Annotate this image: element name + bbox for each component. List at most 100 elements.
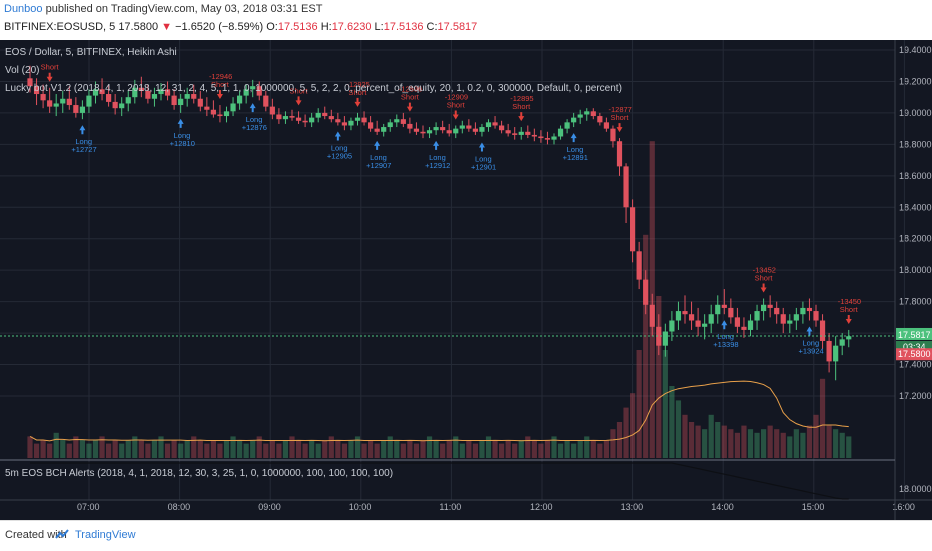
candle-body: [204, 106, 210, 110]
volume-bar: [623, 407, 629, 458]
candle-body: [813, 311, 819, 321]
volume-bar: [551, 436, 557, 458]
x-tick-label: 16:00: [892, 502, 915, 512]
candle-body: [780, 314, 786, 324]
candle-body: [459, 125, 465, 129]
candle-body: [564, 122, 570, 129]
candle-body: [636, 251, 642, 280]
volume-bar: [119, 443, 125, 458]
short-signal-label: Short: [840, 305, 859, 314]
candle-body: [125, 97, 131, 104]
candle-body: [819, 320, 826, 341]
long-arrow-icon: [570, 133, 577, 143]
volume-bar: [682, 414, 688, 458]
volume-bar: [813, 414, 819, 458]
chart-header: Dunboo published on TradingView.com, May…: [0, 0, 932, 40]
volume-bar: [145, 443, 151, 458]
volume-bar: [826, 425, 832, 458]
candle-body: [407, 123, 413, 129]
volume-bar: [230, 436, 236, 458]
tradingview-brand[interactable]: TradingView: [75, 529, 136, 541]
candle-body: [230, 103, 236, 112]
volume-bar: [171, 440, 177, 458]
candle-body: [171, 95, 177, 106]
candle-body: [603, 122, 609, 129]
volume-bar: [282, 440, 289, 458]
candle-body: [282, 116, 289, 120]
volume-bar: [407, 440, 413, 458]
volume-bar: [217, 443, 223, 458]
ohlc-open: 17.5136: [277, 21, 318, 33]
candle-body: [263, 95, 269, 107]
price-change: −1.6520 (−8.59%): [175, 21, 264, 33]
volume-bar: [354, 436, 361, 458]
volume-bar: [276, 443, 282, 458]
candle-body: [826, 340, 832, 362]
volume-bar: [86, 443, 92, 458]
candle-body: [512, 133, 518, 135]
long-signal-pnl: +12907: [366, 161, 391, 170]
short-signal-pnl: -12946: [209, 72, 232, 81]
candle-body: [800, 307, 806, 315]
volume-bar: [295, 440, 302, 458]
volume-bar: [302, 443, 308, 458]
short-arrow-icon: [295, 96, 302, 106]
ohlc-open-label: O:: [266, 21, 278, 33]
candle-body: [158, 89, 164, 95]
volume-bar: [223, 440, 230, 458]
ohlc-high: 17.6230: [331, 21, 372, 33]
long-signal-label: Long: [331, 143, 348, 152]
volume-bar: [472, 443, 478, 458]
volume-bar: [164, 443, 171, 458]
long-signal-label: Long: [475, 155, 492, 164]
candle-body: [197, 98, 203, 107]
short-signal-label: Short: [41, 63, 60, 72]
long-signal-pnl: +12876: [242, 123, 267, 132]
short-signal-label: Short: [611, 113, 630, 122]
candle-body: [53, 103, 59, 107]
candle-body: [649, 304, 655, 327]
volume-bar: [538, 443, 544, 458]
volume-bar: [263, 443, 269, 458]
price-chart[interactable]: 19.4000 19.2000 19.0000 18.8000 18.6000 18.40…: [0, 40, 932, 520]
candle-body: [525, 131, 531, 135]
volume-bar: [269, 440, 275, 458]
volume-bar: [243, 443, 249, 458]
candle-body: [354, 117, 361, 121]
volume-bar: [289, 436, 295, 458]
short-signal-pnl: -12895: [510, 94, 533, 103]
candle-body: [92, 89, 99, 96]
volume-bar: [584, 436, 590, 458]
symbol-name: BITFINEX:EOSUSD, 5: [4, 21, 116, 33]
volume-bar: [178, 443, 184, 458]
volume-bar: [505, 440, 511, 458]
volume-bar: [459, 443, 465, 458]
candle-body: [151, 94, 158, 99]
candle-body: [47, 100, 53, 107]
volume-bar: [734, 432, 740, 458]
y-tick-label: 19.4000: [899, 45, 932, 55]
volume-bar: [125, 440, 131, 458]
candle-body: [695, 320, 701, 327]
volume-bar: [394, 440, 400, 458]
chart-area[interactable]: 19.4000 19.2000 19.0000 18.8000 18.6000 18.40…: [0, 40, 932, 520]
ohlc-high-label: H:: [320, 21, 332, 33]
volume-bar: [571, 443, 577, 458]
volume-bar: [106, 443, 112, 458]
candle-body: [577, 114, 583, 118]
author-link[interactable]: Dunboo: [4, 3, 43, 15]
long-signal-pnl: +12912: [425, 161, 450, 170]
published-text: published on TradingView.com, May 03, 20…: [45, 3, 323, 15]
lower-y-tick-label: 18.0000: [899, 484, 932, 494]
volume-bar: [688, 422, 695, 458]
volume-bar: [603, 440, 609, 458]
ohlc-close: 17.5817: [437, 21, 478, 33]
short-arrow-icon: [760, 283, 767, 293]
candle-body: [466, 125, 472, 129]
candle-body: [839, 339, 845, 346]
last-price-label: 17.5800: [898, 349, 931, 359]
volume-bar: [79, 440, 85, 458]
volume-bar: [237, 440, 243, 458]
short-signal-pnl: -13452: [753, 265, 776, 274]
volume-bar: [499, 443, 505, 458]
